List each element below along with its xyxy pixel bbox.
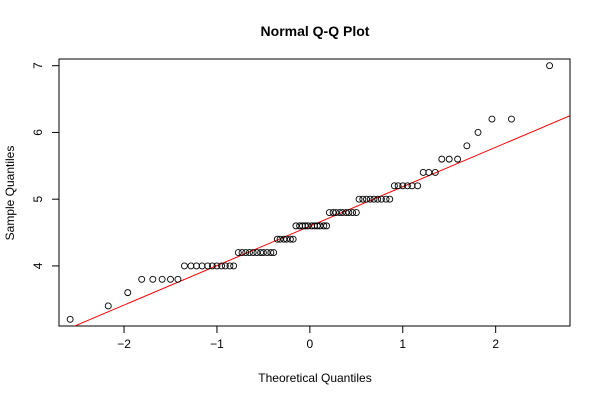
data-point [149,275,157,283]
plot-frame [58,58,571,327]
data-point [213,262,221,270]
data-point [488,115,496,123]
data-point [320,222,328,230]
data-point [167,275,174,283]
data-point [198,262,206,270]
data-point [431,169,439,176]
y-axis: 4 5 6 7 [31,62,59,269]
data-point [366,195,374,203]
data-point [474,128,482,136]
data-point [352,209,360,216]
data-point [363,195,370,203]
data-point [445,155,453,163]
data-point [336,209,344,216]
x-tick-label: 2 [492,337,499,351]
data-point [267,249,275,257]
data-point [292,222,300,230]
data-point [234,249,242,257]
data-point [221,262,229,270]
data-point [270,249,278,257]
x-axis-label: Theoretical Quantiles [258,371,371,385]
y-tick-label: 6 [31,129,45,136]
data-point [463,142,471,150]
data-point [546,62,554,70]
data-point [329,209,337,216]
data-point [259,249,267,257]
data-point [230,262,238,270]
data-point [249,249,257,257]
plot-area [66,62,570,326]
data-point [316,222,324,230]
data-point [454,155,462,163]
data-point [394,182,402,190]
data-point [286,235,294,243]
x-tick-label: −1 [210,337,224,351]
chart-title: Normal Q-Q Plot [261,23,370,39]
data-point [180,262,188,270]
data-point [323,222,331,230]
y-axis-label: Sample Quantiles [3,146,17,241]
data-point [325,209,333,216]
data-point [187,262,195,270]
data-point [313,222,321,230]
y-tick-label: 4 [31,262,45,269]
data-point [124,289,132,297]
data-point [289,235,297,243]
data-point [403,182,411,190]
x-axis: −2 −1 0 1 2 [117,326,499,351]
data-point [419,169,427,176]
data-point [359,195,367,203]
data-point [332,209,340,216]
data-point [301,222,309,230]
data-point [374,195,382,203]
data-point [238,249,246,257]
data-point [158,275,166,283]
data-point [283,235,291,243]
x-tick-label: 1 [399,337,406,351]
data-point [66,315,74,323]
data-point [390,182,398,190]
data-point [399,182,407,190]
data-point [138,275,146,283]
data-point [246,249,253,257]
data-point [370,195,378,203]
data-point [218,262,226,270]
data-point [242,249,250,257]
data-point [408,182,416,190]
data-point [104,302,112,310]
data-point [208,262,216,270]
data-point [342,209,350,216]
y-tick-label: 5 [31,196,45,203]
data-point [204,262,212,270]
x-tick-label: 0 [307,337,314,351]
data-point [193,262,200,270]
data-point [382,195,390,203]
data-point [226,262,234,270]
data-point [349,209,357,216]
data-point [377,195,385,203]
data-point [386,195,394,203]
y-tick-label: 7 [31,62,45,69]
data-point [345,209,353,216]
data-point [425,169,433,176]
data-point [355,195,363,203]
data-point [508,115,515,123]
data-point [304,222,312,230]
x-tick-label: −2 [117,337,131,351]
data-point [253,249,261,257]
data-point [414,182,422,190]
data-point [174,275,182,283]
data-point [273,235,281,243]
data-point [257,249,265,257]
data-point [280,235,288,243]
data-point [338,209,346,216]
data-point [263,249,271,257]
data-point [276,235,284,243]
data-point [438,155,446,163]
